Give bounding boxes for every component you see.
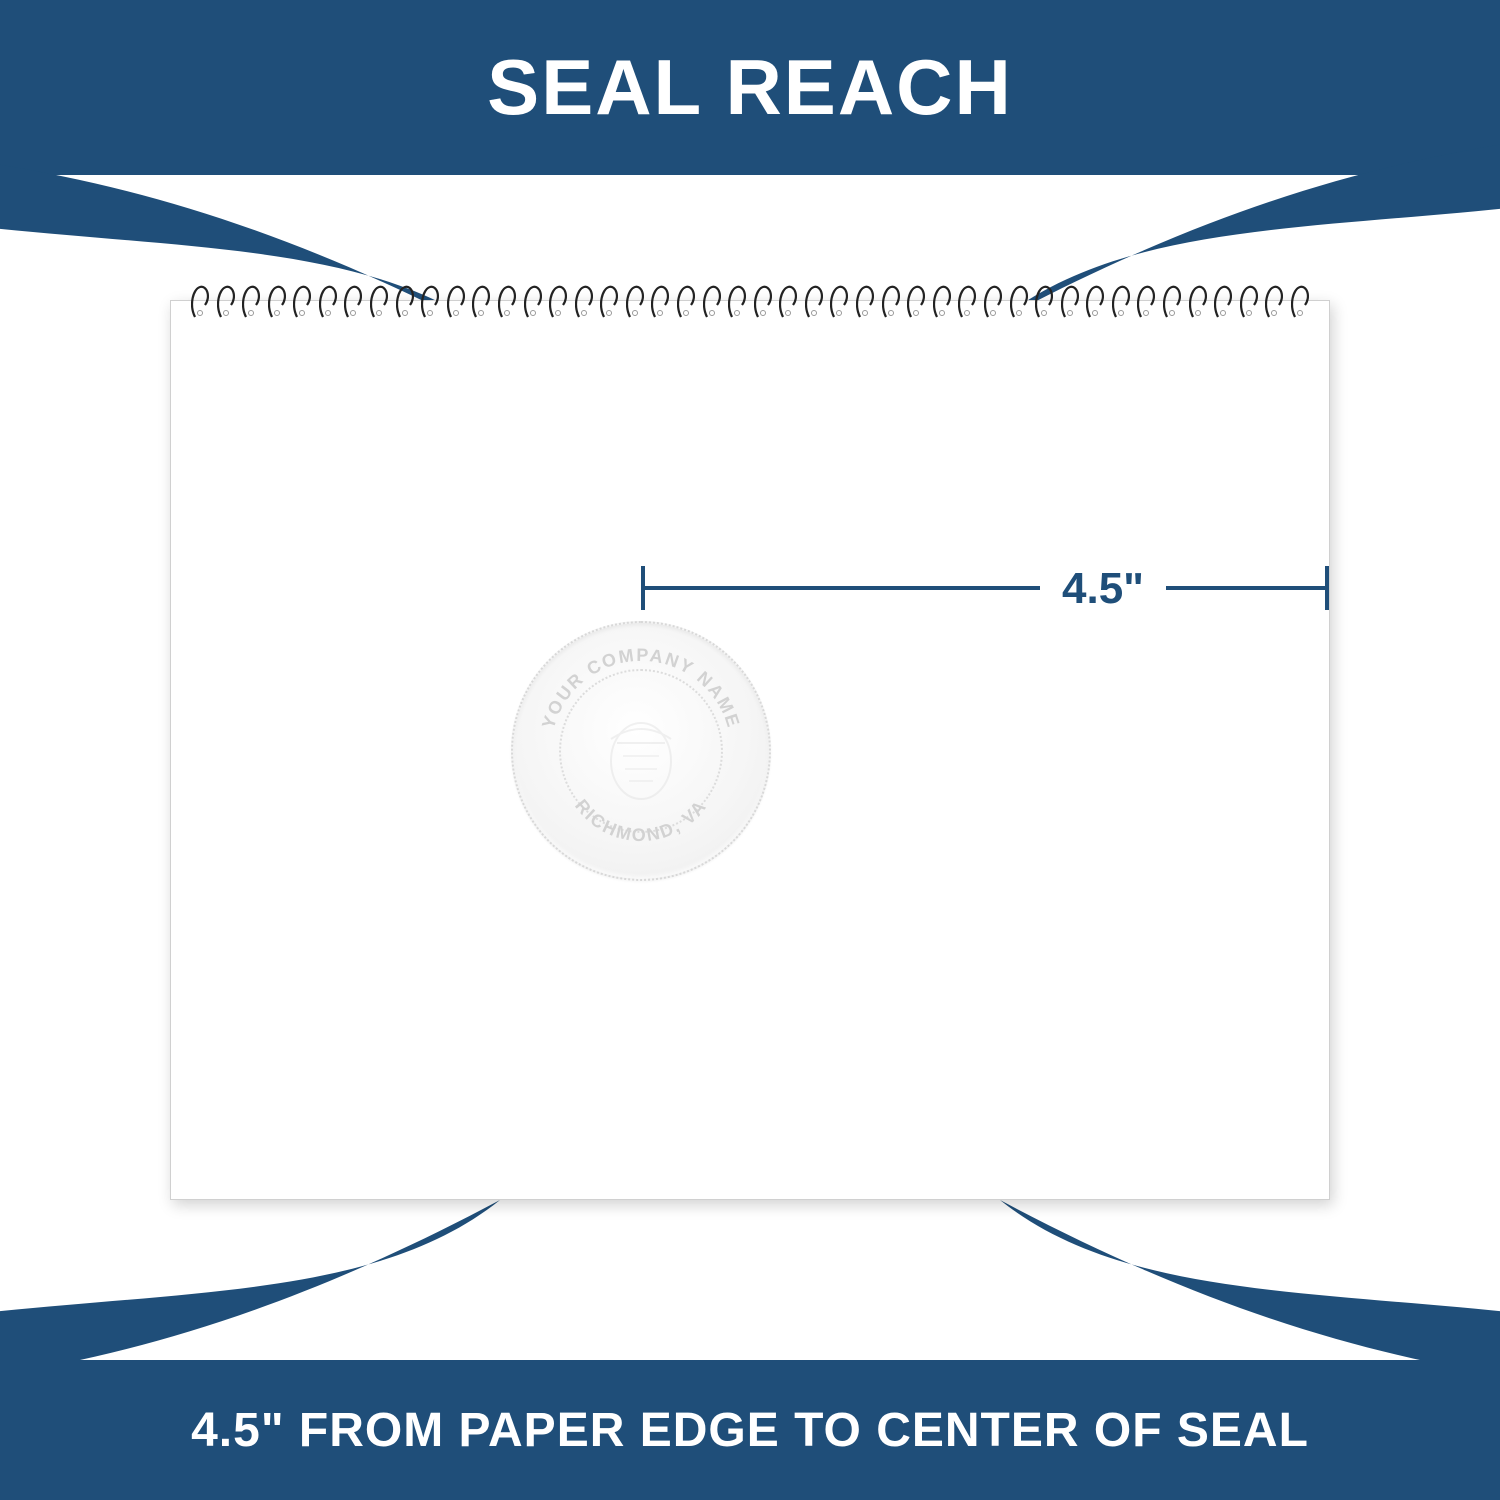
spiral-ring-icon <box>933 283 951 319</box>
spiral-ring-icon <box>498 283 516 319</box>
spiral-ring-icon <box>1112 283 1130 319</box>
spiral-ring-icon <box>1163 283 1181 319</box>
embossed-seal: YOUR COMPANY NAME RICHMOND, VA <box>511 621 771 881</box>
spiral-ring-icon <box>370 283 388 319</box>
spiral-ring-icon <box>907 283 925 319</box>
spiral-ring-icon <box>319 283 337 319</box>
spiral-ring-icon <box>549 283 567 319</box>
measurement-value: 4.5" <box>1062 564 1144 613</box>
spiral-ring-icon <box>779 283 797 319</box>
svg-text:YOUR COMPANY NAME: YOUR COMPANY NAME <box>538 645 744 731</box>
spiral-ring-icon <box>882 283 900 319</box>
spiral-ring-icon <box>344 283 362 319</box>
spiral-ring-icon <box>268 283 286 319</box>
spiral-ring-icon <box>626 283 644 319</box>
spiral-ring-icon <box>421 283 439 319</box>
seal-bottom-text: RICHMOND, VA <box>571 796 711 846</box>
spiral-ring-icon <box>1265 283 1283 319</box>
spiral-ring-icon <box>1035 283 1053 319</box>
spiral-ring-icon <box>1291 283 1309 319</box>
spiral-ring-icon <box>984 283 1002 319</box>
footer-band: 4.5" FROM PAPER EDGE TO CENTER OF SEAL <box>0 1360 1500 1500</box>
seal-text-arc: YOUR COMPANY NAME RICHMOND, VA <box>511 621 771 881</box>
spiral-ring-icon <box>242 283 260 319</box>
spiral-ring-icon <box>1240 283 1258 319</box>
spiral-ring-icon <box>396 283 414 319</box>
spiral-ring-icon <box>754 283 772 319</box>
measurement-line <box>641 586 1329 590</box>
spiral-ring-icon <box>677 283 695 319</box>
spiral-ring-icon <box>958 283 976 319</box>
spiral-ring-icon <box>856 283 874 319</box>
spiral-ring-icon <box>293 283 311 319</box>
spiral-ring-icon <box>1137 283 1155 319</box>
seal-emblem-icon <box>611 723 671 799</box>
spiral-ring-icon <box>1010 283 1028 319</box>
spiral-ring-icon <box>1189 283 1207 319</box>
svg-text:RICHMOND, VA: RICHMOND, VA <box>571 796 711 846</box>
measurement-indicator: 4.5" <box>641 556 1329 616</box>
spiral-ring-icon <box>805 283 823 319</box>
spiral-ring-icon <box>575 283 593 319</box>
spiral-ring-icon <box>472 283 490 319</box>
spiral-ring-icon <box>651 283 669 319</box>
spiral-ring-icon <box>830 283 848 319</box>
measurement-tick <box>1325 566 1329 610</box>
spiral-ring-icon <box>728 283 746 319</box>
spiral-ring-icon <box>1086 283 1104 319</box>
spiral-ring-icon <box>217 283 235 319</box>
spiral-ring-icon <box>447 283 465 319</box>
notepad: 4.5" YOUR COMPANY NAME RICHMOND, VA <box>170 300 1330 1200</box>
page-title: SEAL REACH <box>487 42 1013 133</box>
footer-caption: 4.5" FROM PAPER EDGE TO CENTER OF SEAL <box>191 1403 1309 1458</box>
measurement-label-box: 4.5" <box>1040 564 1166 614</box>
spiral-binding <box>191 283 1309 319</box>
spiral-ring-icon <box>1214 283 1232 319</box>
spiral-ring-icon <box>1061 283 1079 319</box>
spiral-ring-icon <box>524 283 542 319</box>
seal-top-text: YOUR COMPANY NAME <box>538 645 744 731</box>
spiral-ring-icon <box>703 283 721 319</box>
spiral-ring-icon <box>600 283 618 319</box>
spiral-ring-icon <box>191 283 209 319</box>
